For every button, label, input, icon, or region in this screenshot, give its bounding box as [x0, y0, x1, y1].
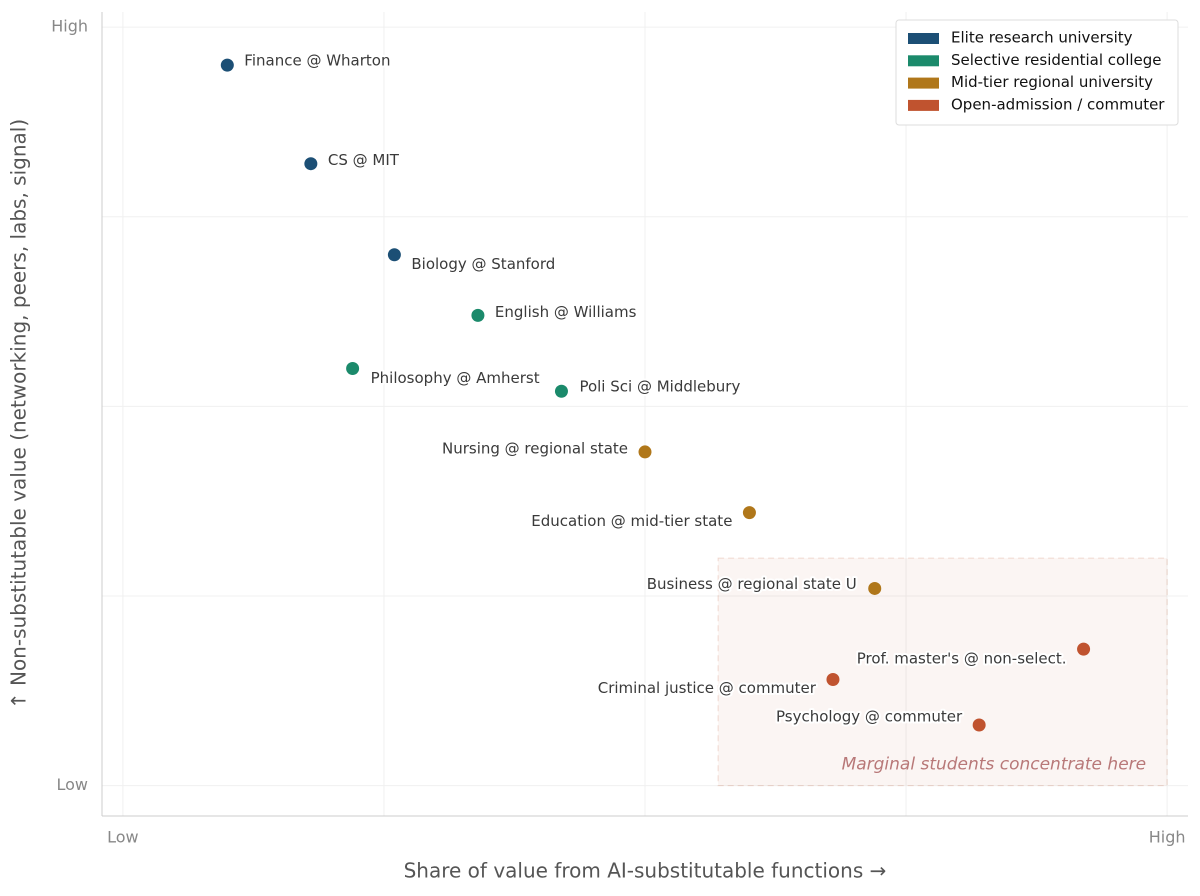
point — [220, 58, 234, 72]
point-label: Philosophy @ Amherst — [371, 369, 540, 387]
x-tick-label: High — [1149, 828, 1186, 847]
point — [1077, 642, 1091, 656]
point-label: Criminal justice @ commuter — [598, 679, 817, 697]
point — [742, 506, 756, 520]
legend-label: Mid-tier regional university — [951, 73, 1153, 91]
x-tick-label: Low — [107, 828, 139, 847]
point — [972, 718, 986, 732]
legend: Elite research university Selective resid… — [895, 19, 1179, 126]
x-axis-title: Share of value from AI-substitutable fun… — [404, 859, 887, 883]
point — [868, 581, 882, 595]
legend-swatch — [908, 99, 939, 111]
point-label: Poli Sci @ Middlebury — [579, 378, 740, 396]
point-label: Biology @ Stanford — [411, 255, 555, 273]
point-label: Finance @ Wharton — [244, 52, 390, 70]
legend-swatch — [908, 33, 939, 44]
legend-label: Elite research university — [951, 29, 1133, 47]
point — [471, 308, 485, 322]
point-label: Prof. master's @ non-select. — [857, 650, 1067, 668]
legend-label: Open-admission / commuter — [951, 95, 1165, 113]
legend-swatch — [908, 77, 939, 89]
legend-box — [895, 19, 1179, 126]
point-label: English @ Williams — [495, 303, 637, 321]
legend-swatch — [908, 55, 939, 67]
point-label: Psychology @ commuter — [776, 707, 963, 725]
point-label: Business @ regional state U — [647, 575, 857, 593]
point-label: Education @ mid-tier state — [531, 512, 732, 530]
y-tick-label: Low — [56, 775, 88, 794]
point — [638, 445, 652, 459]
point — [387, 248, 401, 262]
highlight-label: Marginal students concentrate here — [842, 755, 1147, 775]
point-label: Nursing @ regional state — [442, 439, 628, 457]
point-label: CS @ MIT — [328, 151, 400, 169]
point — [826, 672, 840, 686]
highlight-region — [717, 557, 1168, 787]
legend-label: Selective residential college — [951, 51, 1162, 69]
point — [554, 384, 568, 398]
point — [346, 361, 360, 375]
point — [304, 157, 318, 171]
y-axis-title: ↑ Non-substitutable value (networking, p… — [7, 119, 31, 709]
y-tick-label: High — [51, 17, 88, 36]
